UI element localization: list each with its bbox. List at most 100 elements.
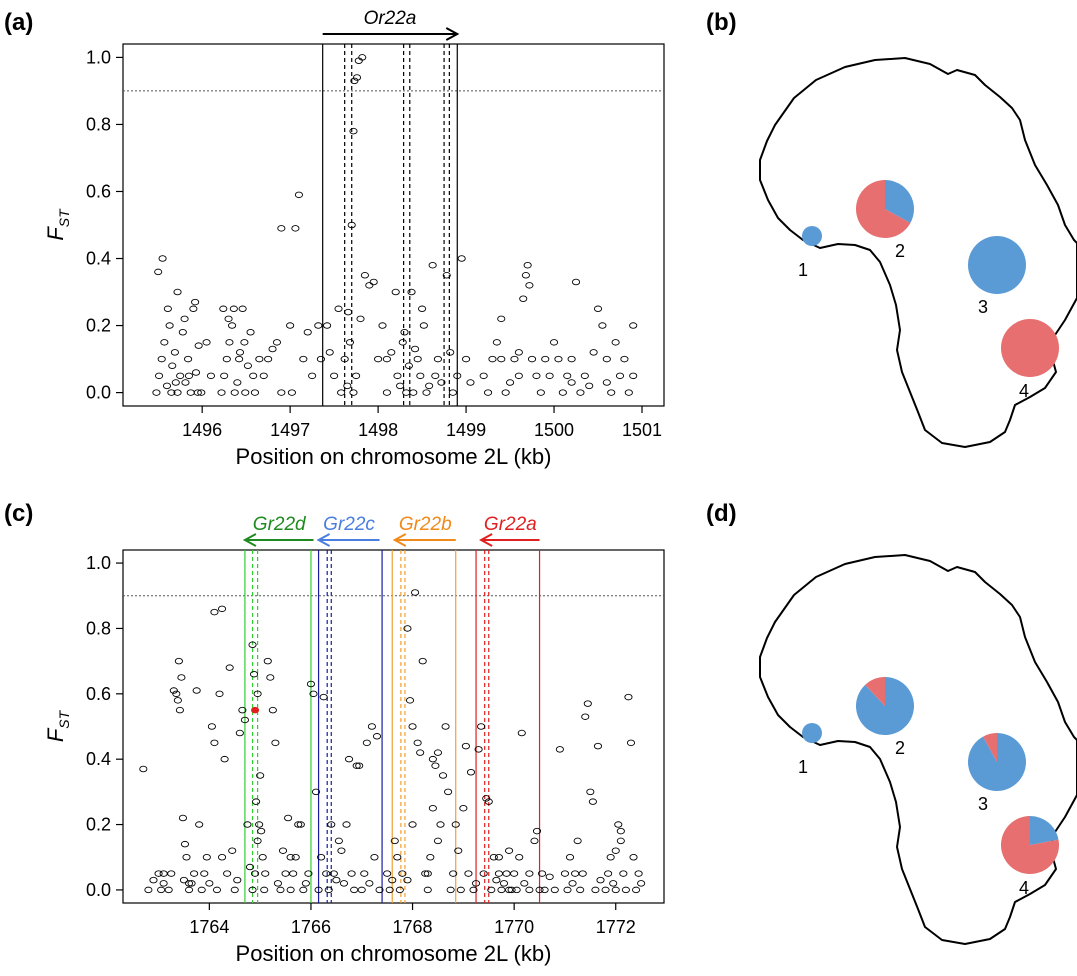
data-point bbox=[629, 853, 638, 861]
data-point bbox=[334, 837, 343, 845]
data-point bbox=[428, 804, 437, 812]
x-tick-label: 1770 bbox=[494, 917, 534, 937]
data-point bbox=[383, 870, 392, 877]
data-point bbox=[433, 749, 442, 756]
gene-label: Gr22b bbox=[399, 514, 452, 535]
data-point bbox=[530, 837, 539, 845]
data-point bbox=[349, 127, 358, 135]
data-point bbox=[157, 355, 166, 363]
data-point bbox=[319, 693, 328, 701]
data-point bbox=[277, 389, 286, 396]
data-point bbox=[484, 389, 493, 396]
data-point bbox=[277, 225, 286, 232]
data-point bbox=[385, 886, 394, 894]
data-point bbox=[233, 379, 242, 386]
data-point bbox=[514, 349, 523, 356]
data-point bbox=[453, 372, 462, 380]
data-point bbox=[219, 305, 228, 313]
data-point bbox=[294, 191, 303, 199]
fst-plot-or22a: Or22a 0.0 0.2 0.4 0.6 0.8 1.0 1496 1497 1498 1499 1… bbox=[43, 8, 665, 469]
data-point bbox=[278, 847, 288, 854]
data-point bbox=[589, 349, 598, 356]
data-point bbox=[374, 355, 383, 363]
data-point bbox=[229, 305, 238, 313]
data-point bbox=[591, 886, 600, 894]
x-tick-label: 1766 bbox=[291, 917, 331, 937]
data-point bbox=[422, 389, 431, 396]
data-point bbox=[256, 772, 265, 779]
data-point bbox=[273, 880, 282, 887]
data-point bbox=[433, 837, 442, 845]
data-point bbox=[382, 389, 391, 396]
data-point bbox=[611, 847, 620, 854]
data-point bbox=[210, 608, 219, 616]
data-point bbox=[224, 315, 233, 323]
data-point bbox=[540, 886, 549, 894]
data-point bbox=[545, 372, 554, 380]
data-point bbox=[593, 305, 603, 313]
data-point bbox=[215, 690, 224, 698]
data-point bbox=[240, 339, 249, 346]
data-point bbox=[352, 74, 362, 81]
data-point bbox=[461, 742, 470, 750]
site-label: 3 bbox=[978, 794, 988, 814]
data-point bbox=[510, 870, 519, 877]
data-point bbox=[167, 389, 176, 396]
y-tick-label: 0.2 bbox=[86, 316, 111, 336]
data-point bbox=[507, 886, 516, 894]
site-label: 2 bbox=[895, 241, 905, 261]
x-axis-label: Position on chromosome 2L (kb) bbox=[236, 941, 552, 966]
x-tick-label: 1772 bbox=[596, 917, 636, 937]
data-point bbox=[469, 886, 478, 894]
data-point bbox=[174, 657, 183, 665]
data-point bbox=[311, 788, 321, 796]
data-point bbox=[398, 339, 407, 346]
data-point bbox=[276, 886, 285, 894]
data-point bbox=[314, 886, 323, 894]
data-point bbox=[433, 355, 442, 363]
data-point bbox=[178, 329, 187, 336]
data-point bbox=[184, 880, 194, 887]
data-point bbox=[357, 886, 366, 894]
data-point bbox=[243, 821, 252, 828]
data-point bbox=[423, 870, 432, 877]
data-point bbox=[299, 886, 308, 894]
data-point bbox=[497, 315, 506, 323]
data-point bbox=[395, 886, 404, 894]
data-point bbox=[425, 382, 434, 390]
data-point bbox=[261, 870, 270, 877]
data-point bbox=[441, 723, 450, 730]
data-point bbox=[408, 821, 417, 828]
data-point bbox=[637, 880, 646, 887]
x-tick-label: 1498 bbox=[358, 420, 398, 440]
data-point bbox=[629, 322, 638, 329]
data-point bbox=[487, 886, 496, 894]
data-point bbox=[378, 322, 387, 329]
data-point bbox=[149, 876, 158, 884]
data-point bbox=[189, 305, 198, 313]
data-point bbox=[602, 355, 611, 363]
data-point bbox=[294, 821, 303, 828]
data-point bbox=[356, 315, 365, 323]
data-point bbox=[192, 687, 201, 694]
data-point bbox=[158, 255, 167, 262]
data-point bbox=[375, 886, 384, 894]
data-point bbox=[303, 329, 312, 336]
data-point bbox=[479, 372, 488, 380]
data-point bbox=[220, 755, 229, 763]
data-point bbox=[541, 355, 550, 363]
x-tick-label: 1496 bbox=[182, 420, 222, 440]
data-point bbox=[222, 355, 231, 363]
data-point bbox=[370, 853, 379, 861]
data-point bbox=[442, 272, 451, 279]
data-point bbox=[626, 739, 636, 747]
data-point bbox=[437, 379, 446, 386]
data-point bbox=[474, 746, 483, 753]
data-point bbox=[349, 389, 358, 396]
data-point bbox=[607, 389, 616, 396]
data-point bbox=[519, 295, 528, 302]
data-point bbox=[301, 880, 310, 887]
data-point bbox=[554, 355, 563, 363]
africa-map-gr22: 1 2 3 4 bbox=[759, 554, 1077, 945]
data-point bbox=[238, 706, 247, 714]
